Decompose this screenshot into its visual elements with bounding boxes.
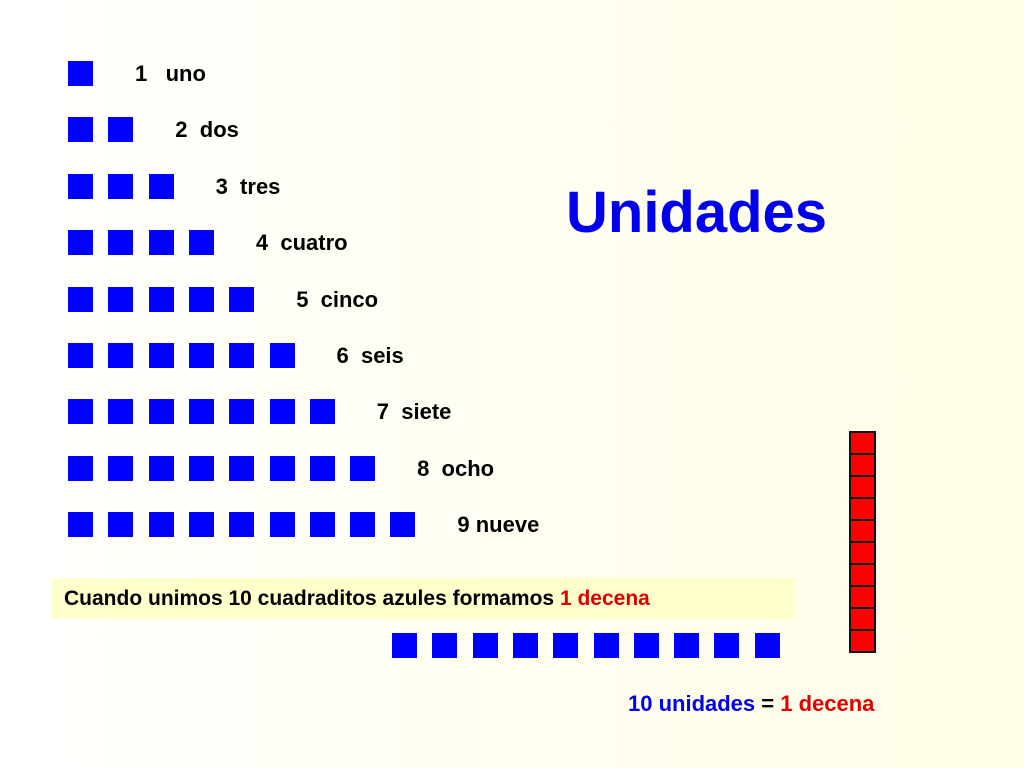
unit-square [390, 512, 416, 538]
equation: 10 unidades = 1 decena [628, 691, 874, 717]
rod-cell [849, 455, 876, 478]
rod-cell [849, 499, 876, 522]
unit-square [229, 286, 255, 312]
rod-cell [849, 431, 876, 456]
unit-square [148, 512, 174, 538]
equation-left: 10 unidades [628, 691, 756, 716]
rod-cell [849, 543, 876, 566]
note-main: Cuando unimos 10 cuadraditos azules form… [64, 587, 560, 610]
ten-rod [849, 431, 876, 654]
unit-square [68, 117, 93, 143]
unit-square [512, 633, 538, 658]
unit-square [68, 61, 93, 86]
unit-square [108, 399, 134, 425]
rod-cell [849, 565, 876, 588]
unit-square [68, 399, 93, 425]
unit-square [269, 399, 295, 425]
unit-square [269, 455, 295, 481]
rod-cell [849, 477, 876, 500]
unit-square [553, 633, 579, 658]
unit-square [108, 173, 134, 199]
unit-square [633, 633, 659, 658]
unit-square [68, 286, 93, 312]
unit-square [593, 633, 619, 658]
unit-square [148, 286, 174, 312]
unit-square [68, 455, 93, 481]
unit-square [229, 399, 255, 425]
unit-square [68, 512, 93, 538]
unit-square [188, 455, 214, 481]
unit-square [148, 230, 174, 256]
rod-cell [849, 609, 876, 632]
unit-square [432, 633, 458, 658]
row-label: 3 tres [215, 173, 281, 199]
unit-square [674, 633, 700, 658]
unit-square [188, 230, 214, 256]
unit-square [714, 633, 740, 658]
unit-square [148, 455, 174, 481]
unit-square [68, 173, 93, 199]
unit-square [229, 343, 255, 368]
unit-square [188, 512, 214, 538]
unit-square [188, 286, 214, 312]
page-title: Unidades [566, 180, 828, 245]
unit-square [148, 399, 174, 425]
row-label: 1 uno [135, 61, 206, 86]
equation-right: 1 decena [780, 691, 875, 716]
unit-square [108, 230, 134, 256]
unit-square [108, 343, 134, 368]
rod-cell [849, 587, 876, 610]
unit-square [188, 343, 214, 368]
unit-square [229, 455, 255, 481]
unit-square [392, 633, 417, 658]
unit-square [269, 512, 295, 538]
unit-square [269, 343, 295, 368]
unit-square [108, 117, 134, 143]
unit-square [148, 343, 174, 368]
unit-square [108, 455, 134, 481]
unit-square [108, 286, 134, 312]
unit-square [350, 455, 376, 481]
note-box: Cuando unimos 10 cuadraditos azules form… [52, 578, 795, 619]
row-label: 7 siete [376, 399, 452, 425]
row-label: 2 dos [175, 117, 239, 143]
note-highlight: 1 decena [559, 587, 650, 610]
unit-square [472, 633, 498, 658]
unit-square [148, 173, 174, 199]
unit-square [68, 230, 93, 256]
note-text: Cuando unimos 10 cuadraditos azules form… [64, 586, 650, 612]
equation-equals: = [755, 691, 781, 716]
row-label: 8 ocho [417, 455, 495, 481]
unit-square [309, 399, 335, 425]
unit-square [350, 512, 376, 538]
row-label: 6 seis [336, 343, 404, 368]
unit-square [229, 512, 255, 538]
unit-square [309, 512, 335, 538]
unit-square [108, 512, 134, 538]
rod-cell [849, 631, 876, 654]
unit-square [68, 343, 93, 368]
unit-square [754, 633, 780, 658]
unit-square [188, 399, 214, 425]
row-label: 9 nueve [457, 512, 540, 538]
rod-cell [849, 521, 876, 544]
row-label: 4 cuatro [255, 230, 348, 256]
row-label: 5 cinco [296, 286, 379, 312]
unit-square [309, 455, 335, 481]
